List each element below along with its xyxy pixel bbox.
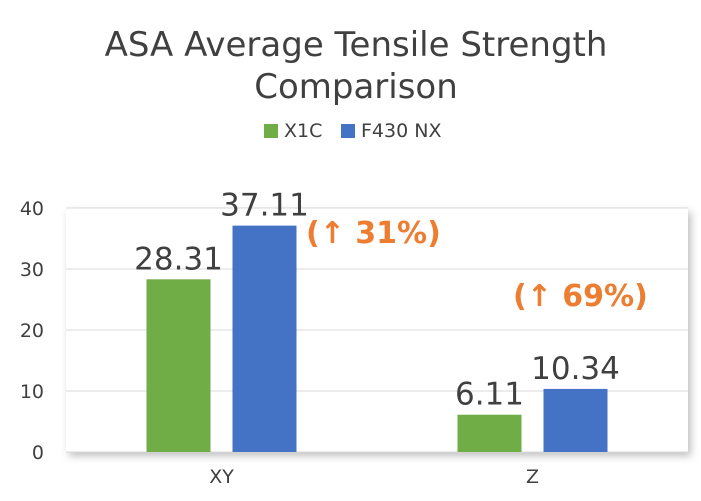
y-tick-label: 10 bbox=[20, 381, 44, 403]
bar-f430nx-z bbox=[543, 388, 608, 452]
bar-x1c-z bbox=[457, 414, 522, 452]
y-tick-label: 20 bbox=[20, 320, 44, 342]
bar-f430nx-xy bbox=[232, 225, 297, 452]
bars bbox=[146, 225, 608, 452]
annotation-z: (↑ 69%) bbox=[513, 279, 648, 314]
y-tick-label: 30 bbox=[20, 259, 44, 281]
x-axis: XY Z bbox=[209, 466, 539, 488]
annotation-xy: (↑ 31%) bbox=[306, 216, 441, 251]
chart-title-line-2: Comparison bbox=[254, 67, 458, 107]
legend: X1C F430 NX bbox=[264, 120, 441, 142]
legend-label-x1c: X1C bbox=[284, 120, 322, 142]
x-tick-label-z: Z bbox=[526, 466, 539, 488]
chart-title-line-1: ASA Average Tensile Strength bbox=[105, 25, 608, 65]
data-label: 37.11 bbox=[220, 188, 309, 224]
bar-x1c-xy bbox=[146, 279, 211, 452]
y-tick-label: 40 bbox=[20, 198, 44, 220]
data-label: 6.11 bbox=[455, 377, 524, 413]
data-label: 28.31 bbox=[134, 241, 223, 277]
data-label: 10.34 bbox=[531, 351, 620, 387]
y-axis: 0 10 20 30 40 bbox=[20, 198, 44, 464]
legend-label-f430nx: F430 NX bbox=[361, 120, 441, 142]
legend-swatch-x1c bbox=[264, 124, 278, 138]
x-tick-label-xy: XY bbox=[209, 466, 234, 488]
legend-swatch-f430nx bbox=[341, 124, 355, 138]
y-tick-label: 0 bbox=[32, 442, 44, 464]
